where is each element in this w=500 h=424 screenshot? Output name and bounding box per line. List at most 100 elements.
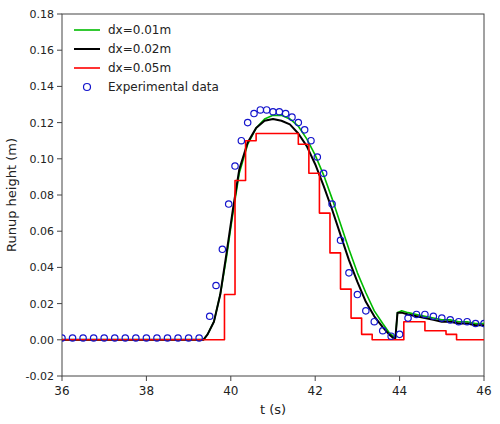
y-tick xyxy=(57,195,62,196)
data-point xyxy=(354,291,360,297)
x-tick xyxy=(230,376,231,381)
legend-symbol xyxy=(74,67,100,69)
y-tick-label: 0.10 xyxy=(30,153,55,166)
data-point xyxy=(430,313,436,319)
chart: 36 38 40 42 44 46 -0.02 0.00 0.02 0.04 0.06 0.08 0.1… xyxy=(0,0,500,424)
data-point xyxy=(276,109,282,115)
y-tick-label: 0.06 xyxy=(30,225,55,238)
data-point xyxy=(219,246,225,252)
y-tick xyxy=(57,231,62,232)
x-tick-label: 46 xyxy=(476,384,491,398)
data-point xyxy=(164,335,170,341)
data-point xyxy=(282,110,288,116)
y-tick-label: -0.02 xyxy=(26,370,54,383)
data-point xyxy=(225,201,231,207)
legend-symbol xyxy=(74,48,100,50)
y-tick-label: 0.18 xyxy=(30,8,55,21)
data-point xyxy=(314,154,320,160)
y-tick xyxy=(57,86,62,87)
y-tick xyxy=(57,376,62,377)
legend-symbol xyxy=(84,84,91,91)
y-tick xyxy=(57,158,62,159)
data-point xyxy=(396,331,402,337)
data-point xyxy=(439,315,445,321)
data-point xyxy=(122,335,128,341)
y-tick xyxy=(57,122,62,123)
y-tick-label: 0.14 xyxy=(30,80,55,93)
plot-frame xyxy=(62,14,484,376)
data-point xyxy=(380,328,386,334)
plot-area xyxy=(62,107,484,341)
data-point xyxy=(112,335,118,341)
axes: 36 38 40 42 44 46 -0.02 0.00 0.02 0.04 0.06 0.08 0.1… xyxy=(26,8,492,398)
data-point xyxy=(346,270,352,276)
x-tick xyxy=(62,376,63,381)
x-tick-label: 40 xyxy=(223,384,238,398)
y-tick xyxy=(57,14,62,15)
legend-label: Experimental data xyxy=(108,80,219,94)
legend-label: dx=0.01m xyxy=(108,23,171,37)
data-point xyxy=(422,311,428,317)
data-point xyxy=(455,319,461,325)
data-point xyxy=(308,138,314,144)
data-point xyxy=(80,335,86,341)
scatter-series xyxy=(62,107,484,341)
x-tick xyxy=(146,376,147,381)
data-point xyxy=(154,335,160,341)
y-tick xyxy=(57,50,62,51)
data-point xyxy=(232,163,238,169)
x-tick-label: 42 xyxy=(308,384,323,398)
x-tick xyxy=(484,376,485,381)
data-point xyxy=(295,119,301,125)
data-point xyxy=(175,335,181,341)
line xyxy=(62,119,484,340)
data-point xyxy=(213,282,219,288)
legend: dx=0.01mdx=0.02mdx=0.05mExperimental dat… xyxy=(74,23,219,94)
data-point xyxy=(143,335,149,341)
data-point xyxy=(263,107,269,113)
data-point xyxy=(301,127,307,133)
x-tick-label: 44 xyxy=(392,384,407,398)
y-axis-label: Runup height (m) xyxy=(4,138,19,252)
data-point xyxy=(251,110,257,116)
data-point xyxy=(69,335,75,341)
data-point xyxy=(133,335,139,341)
data-point xyxy=(329,201,335,207)
x-tick-label: 38 xyxy=(139,384,154,398)
data-point xyxy=(257,107,263,113)
y-tick-label: 0.02 xyxy=(30,298,55,311)
y-tick-label: 0.08 xyxy=(30,189,55,202)
step-line xyxy=(62,133,484,339)
x-tick-label: 36 xyxy=(54,384,69,398)
data-point xyxy=(90,335,96,341)
data-point xyxy=(185,335,191,341)
data-point xyxy=(481,320,484,326)
y-tick xyxy=(57,303,62,304)
data-point xyxy=(320,170,326,176)
data-point xyxy=(196,335,202,341)
data-point xyxy=(472,320,478,326)
line xyxy=(62,115,484,339)
data-point xyxy=(244,119,250,125)
data-point xyxy=(447,317,453,323)
legend-label: dx=0.05m xyxy=(108,61,171,75)
data-point xyxy=(363,308,369,314)
data-point xyxy=(270,109,276,115)
data-point xyxy=(289,114,295,120)
data-point xyxy=(62,335,65,341)
data-point xyxy=(101,335,107,341)
data-point xyxy=(337,237,343,243)
y-tick-label: 0.12 xyxy=(30,117,55,130)
x-tick xyxy=(399,376,400,381)
y-tick xyxy=(57,339,62,340)
legend-symbol xyxy=(74,29,100,31)
data-point xyxy=(405,315,411,321)
y-tick-label: 0.00 xyxy=(30,334,55,347)
y-tick-label: 0.04 xyxy=(30,261,55,274)
data-point xyxy=(207,313,213,319)
data-point xyxy=(388,333,394,339)
data-point xyxy=(238,138,244,144)
x-tick xyxy=(315,376,316,381)
data-point xyxy=(371,319,377,325)
data-point xyxy=(464,319,470,325)
